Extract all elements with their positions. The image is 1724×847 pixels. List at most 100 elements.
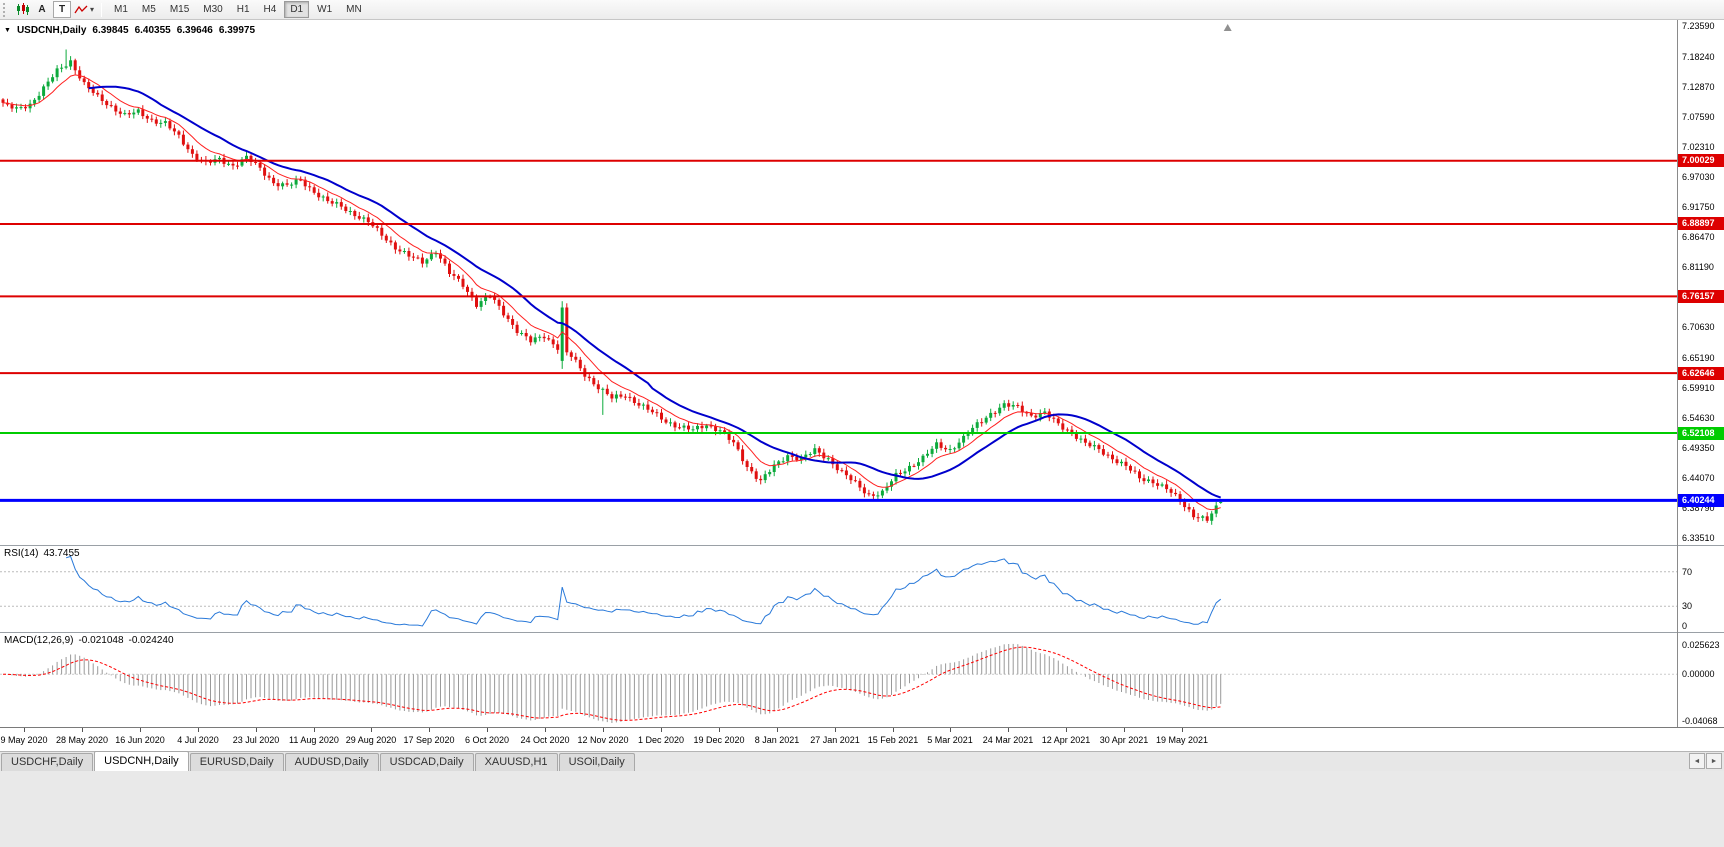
date-axis-label: 12 Apr 2021 — [1041, 735, 1091, 745]
date-axis-tick — [487, 728, 488, 732]
date-axis-tick — [603, 728, 604, 732]
level-price-tag: 6.40244 — [1678, 494, 1724, 507]
rsi-label: RSI(14) 43.7455 — [4, 548, 80, 559]
date-axis-tick — [198, 728, 199, 732]
macd-pane[interactable]: MACD(12,26,9) -0.021048 -0.024240 — [0, 633, 1677, 727]
price-axis-label: 7.07590 — [1682, 112, 1715, 122]
timeframe-button-m30[interactable]: M30 — [203, 4, 223, 15]
date-axis-label: 8 Jan 2021 — [754, 735, 800, 745]
macd-axis-label: -0.04068 — [1682, 716, 1718, 726]
price-axis-label: 7.18240 — [1682, 52, 1715, 62]
macd-signal-line — [3, 646, 1221, 721]
candlestick-chart-icon[interactable] — [13, 1, 31, 18]
zigzag-indicator-button[interactable]: ▾ — [73, 1, 95, 18]
date-axis-tick — [24, 728, 25, 732]
level-price-tag: 6.88897 — [1678, 217, 1724, 230]
rsi-canvas[interactable] — [0, 546, 1677, 632]
chart-tab-audusd[interactable]: AUDUSD,Daily — [284, 753, 379, 771]
date-axis-tick — [1066, 728, 1067, 732]
date-axis-label: 4 Jul 2020 — [177, 735, 219, 745]
macd-label: MACD(12,26,9) -0.021048 -0.024240 — [4, 635, 174, 646]
date-axis-tick — [1124, 728, 1125, 732]
tab-scroll-left-button[interactable]: ◄ — [1689, 753, 1705, 769]
open-value: 6.39845 — [92, 25, 129, 36]
macd-axis-label: 0.025623 — [1682, 640, 1720, 650]
level-price-tag: 7.00029 — [1678, 154, 1724, 167]
main-chart-pane[interactable]: ▼ USDCNH,Daily 6.39845 6.40355 6.39646 6… — [0, 20, 1677, 545]
date-axis-label: 29 Aug 2020 — [345, 735, 397, 745]
macd-axis[interactable]: 0.025623 0.00000 -0.04068 — [1678, 633, 1724, 727]
rsi-level-lines — [0, 571, 1677, 607]
rsi-axis[interactable]: 70 30 0 — [1678, 546, 1724, 632]
timeframe-button-w1[interactable]: W1 — [317, 4, 333, 15]
chart-tab-usdchf[interactable]: USDCHF,Daily — [1, 753, 94, 771]
chart-tab-usdcad[interactable]: USDCAD,Daily — [379, 753, 474, 771]
chart-shift-marker[interactable] — [1223, 24, 1232, 31]
date-axis-label: 1 Dec 2020 — [637, 735, 685, 745]
date-axis-tick — [1008, 728, 1009, 732]
symbol-period-label: USDCNH,Daily — [16, 25, 87, 36]
date-axis-label: 19 Dec 2020 — [693, 735, 745, 745]
status-area — [0, 771, 1724, 847]
date-axis-tick — [893, 728, 894, 732]
level-price-tag: 6.76157 — [1678, 290, 1724, 303]
macd-canvas[interactable] — [0, 633, 1677, 727]
price-axis-label: 6.33510 — [1682, 533, 1715, 543]
date-axis-label: 28 May 2020 — [55, 735, 109, 745]
pane-separator[interactable] — [0, 545, 1724, 546]
rsi-pane[interactable]: RSI(14) 43.7455 — [0, 546, 1677, 632]
chart-tab-eurusd[interactable]: EURUSD,Daily — [189, 753, 284, 771]
ohlc-readout: ▼ USDCNH,Daily 6.39845 6.40355 6.39646 6… — [4, 25, 255, 36]
text-t-tool-button[interactable]: T — [53, 1, 71, 18]
axis-separator-line — [1677, 20, 1678, 751]
rsi-axis-label: 30 — [1682, 601, 1693, 611]
candlestick-glyph — [16, 3, 29, 15]
chart-tab-xauusd[interactable]: XAUUSD,H1 — [474, 753, 558, 771]
price-axis[interactable]: 7.23590 7.18240 7.12870 7.07590 7.02310 6.970… — [1678, 20, 1724, 545]
toolbar-grip[interactable] — [3, 2, 8, 17]
rsi-indicator-value: 43.7455 — [43, 548, 80, 559]
timeframe-button-m5[interactable]: M5 — [141, 4, 156, 15]
low-value: 6.39646 — [176, 25, 213, 36]
tabs-container: USDCHF,Daily USDCNH,Daily EURUSD,Daily AUDU… — [1, 751, 636, 771]
text-a-tool-button[interactable]: A — [38, 4, 46, 15]
date-axis-label: 16 Jun 2020 — [115, 735, 165, 745]
macd-indicator-name: MACD(12,26,9) — [4, 635, 74, 646]
date-axis-tick — [256, 728, 257, 732]
date-axis-tick — [314, 728, 315, 732]
macd-signal-value: -0.024240 — [128, 635, 174, 646]
timeframe-button-h1[interactable]: H1 — [236, 4, 250, 15]
tab-scroll-right-button[interactable]: ► — [1706, 753, 1722, 769]
price-axis-label: 6.65190 — [1682, 353, 1715, 363]
timeframe-button-m15[interactable]: M15 — [169, 4, 190, 15]
price-axis-label: 6.38790 — [1682, 503, 1715, 513]
date-axis-label: 27 Jan 2021 — [810, 735, 860, 745]
chart-tabs-bar: USDCHF,Daily USDCNH,Daily EURUSD,Daily AUDU… — [0, 751, 1724, 771]
date-axis-label: 30 Apr 2021 — [1099, 735, 1149, 745]
timeframe-button-h4[interactable]: H4 — [263, 4, 277, 15]
chart-tab-usdcnh[interactable]: USDCNH,Daily — [94, 751, 189, 771]
chart-tab-usoil[interactable]: USOil,Daily — [558, 753, 635, 771]
timeframe-button-m1[interactable]: M1 — [114, 4, 128, 15]
date-axis-tick — [950, 728, 951, 732]
level-price-tag: 6.52108 — [1678, 427, 1724, 440]
macd-main-value: -0.021048 — [78, 635, 124, 646]
rsi-line — [65, 555, 1222, 627]
horizontal-level-lines[interactable] — [0, 159, 1677, 502]
chevron-down-icon: ▾ — [90, 5, 95, 14]
date-axis-tick — [719, 728, 720, 732]
date-axis[interactable]: 9 May 2020 28 May 2020 16 Jun 2020 4 Jul 20… — [0, 727, 1724, 751]
date-axis-label: 23 Jul 2020 — [232, 735, 280, 745]
date-axis-tick — [777, 728, 778, 732]
pane-separator[interactable] — [0, 632, 1724, 633]
date-axis-tick — [140, 728, 141, 732]
one-click-trading-toggle[interactable]: ▼ — [4, 27, 11, 34]
zigzag-icon — [74, 5, 88, 13]
price-axis-label: 6.91750 — [1682, 202, 1715, 212]
timeframe-button-d1[interactable]: D1 — [284, 1, 310, 18]
timeframe-button-mn[interactable]: MN — [346, 4, 362, 15]
macd-axis-label: 0.00000 — [1682, 669, 1715, 679]
level-price-tag: 6.62646 — [1678, 367, 1724, 380]
price-chart-canvas[interactable] — [0, 20, 1677, 545]
